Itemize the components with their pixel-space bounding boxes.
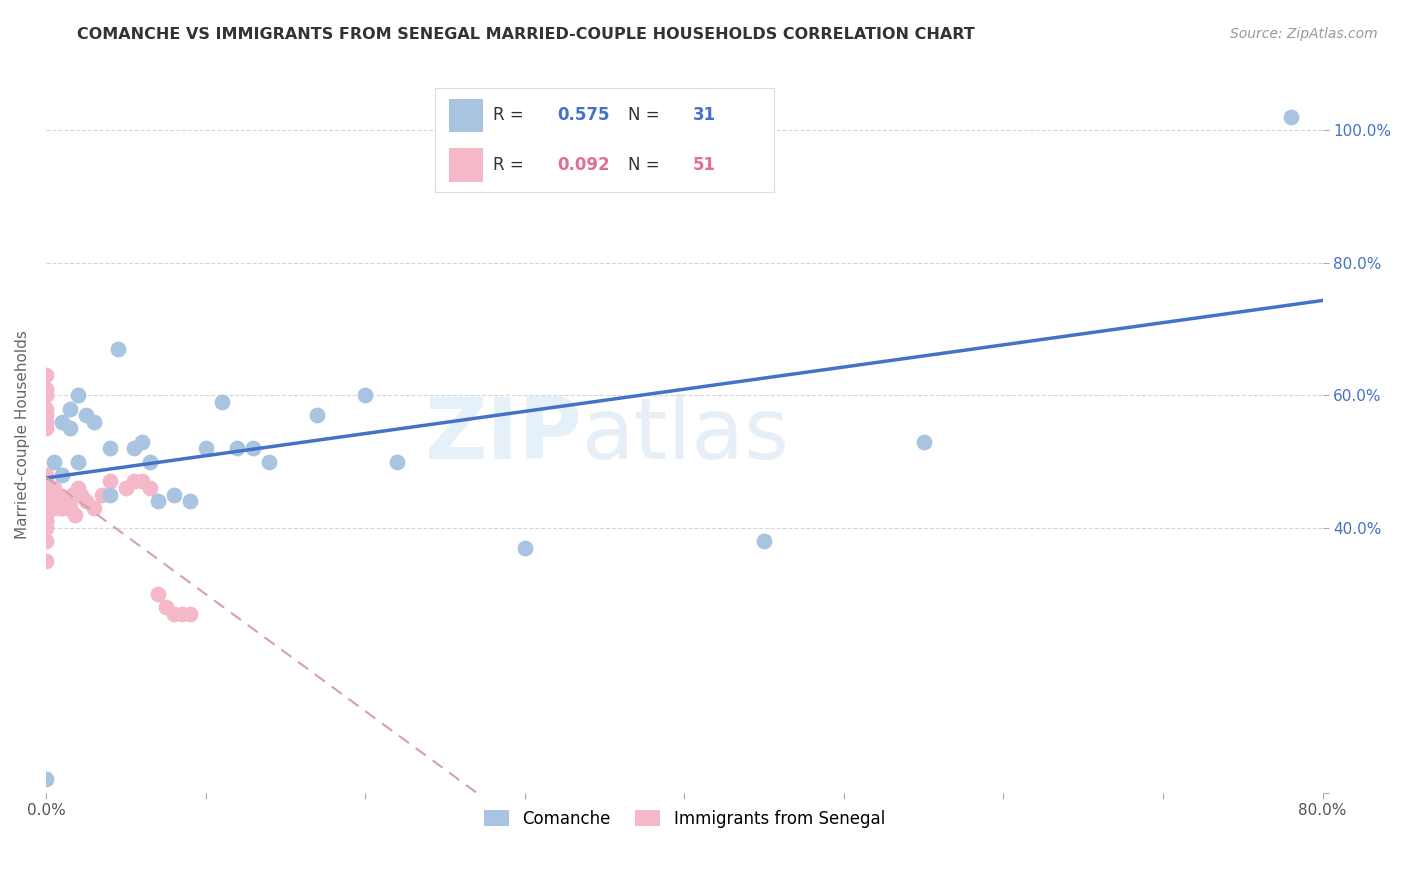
Point [83,500,105,515]
Point [60,488,83,502]
Point [83,415,105,429]
Point [90,488,112,502]
Point [226,442,249,456]
Point [55,500,77,515]
Point [122,442,145,456]
Point [179,494,201,508]
Point [35,494,58,508]
Point [114,481,136,495]
Point [35,382,58,396]
Point [35,772,58,787]
Point [146,587,169,601]
Point [46,494,69,508]
Text: Source: ZipAtlas.com: Source: ZipAtlas.com [1230,27,1378,41]
Point [51,500,73,515]
Point [59,494,82,508]
Point [179,607,201,621]
Point [59,500,82,515]
Point [513,541,536,555]
Text: ZIP: ZIP [425,393,582,476]
Point [35,534,58,549]
Point [42,500,65,515]
Point [307,408,329,422]
Point [49,500,72,515]
Point [98,442,121,456]
Point [48,494,70,508]
Point [211,395,233,409]
Point [259,454,281,468]
Point [42,488,65,502]
Point [59,401,82,416]
Point [75,494,97,508]
Point [98,488,121,502]
Point [35,514,58,528]
Point [66,454,89,468]
Point [242,442,264,456]
Point [35,408,58,422]
Point [35,467,58,482]
Point [912,434,935,449]
Point [51,415,73,429]
Point [66,481,89,495]
Point [122,475,145,489]
Point [146,494,169,508]
Point [70,488,93,502]
Point [42,481,65,495]
Point [59,421,82,435]
Point [98,475,121,489]
Point [35,368,58,383]
Point [1279,110,1302,124]
Point [35,508,58,522]
Point [131,434,153,449]
Point [42,454,65,468]
Point [35,481,58,495]
Point [162,488,184,502]
Point [138,481,160,495]
Point [35,500,58,515]
Point [42,494,65,508]
Point [354,388,377,402]
Point [752,534,775,549]
Point [51,494,73,508]
Point [385,454,408,468]
Point [35,388,58,402]
Point [35,488,58,502]
Point [131,475,153,489]
Point [155,600,177,615]
Point [35,475,58,489]
Point [107,342,129,356]
Point [35,401,58,416]
Point [35,415,58,429]
Legend: Comanche, Immigrants from Senegal: Comanche, Immigrants from Senegal [477,803,891,834]
Text: COMANCHE VS IMMIGRANTS FROM SENEGAL MARRIED-COUPLE HOUSEHOLDS CORRELATION CHART: COMANCHE VS IMMIGRANTS FROM SENEGAL MARR… [77,27,976,42]
Point [170,607,193,621]
Point [63,508,86,522]
Point [35,514,58,528]
Point [35,421,58,435]
Point [75,408,97,422]
Y-axis label: Married-couple Households: Married-couple Households [15,331,30,540]
Text: atlas: atlas [582,393,790,476]
Point [162,607,184,621]
Point [53,494,76,508]
Point [46,488,69,502]
Point [51,467,73,482]
Point [194,442,217,456]
Point [35,521,58,535]
Point [35,500,58,515]
Point [35,554,58,568]
Point [138,454,160,468]
Point [66,388,89,402]
